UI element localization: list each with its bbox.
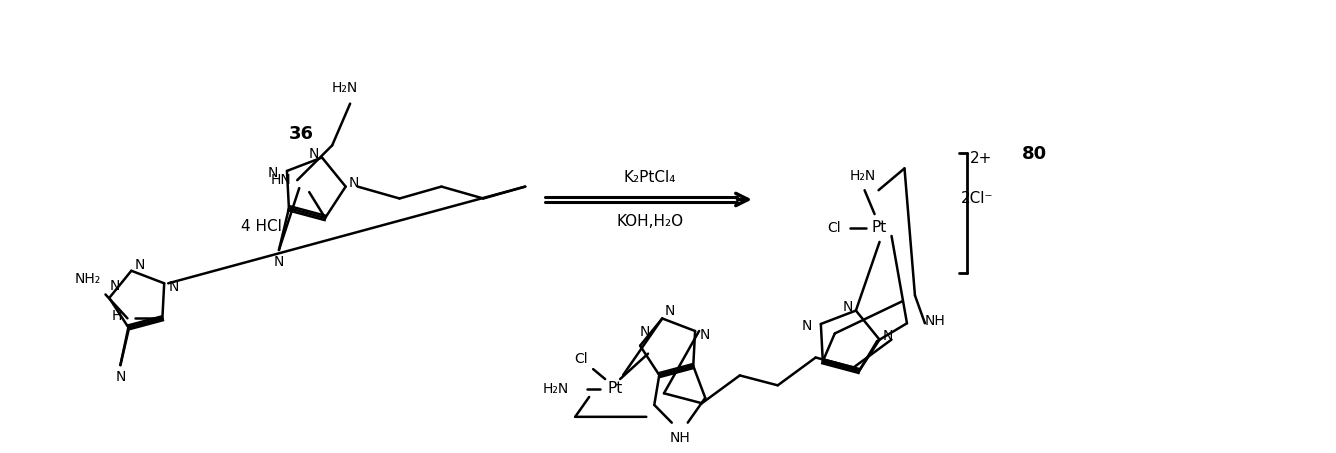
Text: Pt: Pt: [872, 221, 887, 236]
Text: N: N: [802, 319, 812, 333]
Text: H₂N: H₂N: [333, 81, 358, 95]
Text: N: N: [309, 146, 319, 160]
Text: 80: 80: [1022, 145, 1047, 164]
Text: 36: 36: [289, 125, 314, 143]
Text: H: H: [112, 309, 123, 323]
Text: K₂PtCl₄: K₂PtCl₄: [624, 170, 676, 185]
Text: HN: HN: [270, 173, 291, 187]
Text: Pt: Pt: [608, 381, 623, 396]
Text: KOH,H₂O: KOH,H₂O: [616, 214, 684, 229]
Text: N: N: [843, 299, 854, 313]
Text: N: N: [115, 370, 126, 384]
Text: N: N: [168, 280, 179, 294]
Text: 2+: 2+: [970, 151, 993, 166]
Text: NH: NH: [669, 431, 691, 444]
Text: 2Cl⁻: 2Cl⁻: [961, 191, 994, 206]
Text: N: N: [700, 328, 711, 342]
Text: H₂N: H₂N: [850, 169, 875, 183]
Text: Cl: Cl: [574, 352, 588, 366]
Text: N: N: [110, 279, 120, 293]
Text: N: N: [665, 304, 676, 318]
Text: 4 HCl: 4 HCl: [240, 219, 282, 234]
Text: NH₂: NH₂: [75, 271, 100, 285]
Text: N: N: [640, 325, 651, 339]
Text: N: N: [267, 166, 278, 180]
Text: N: N: [274, 255, 285, 269]
Text: N: N: [349, 176, 359, 190]
Text: H₂N: H₂N: [542, 382, 569, 396]
Text: N: N: [882, 329, 892, 342]
Text: N: N: [134, 258, 144, 272]
Text: Cl: Cl: [827, 221, 840, 235]
Text: NH: NH: [925, 314, 946, 328]
